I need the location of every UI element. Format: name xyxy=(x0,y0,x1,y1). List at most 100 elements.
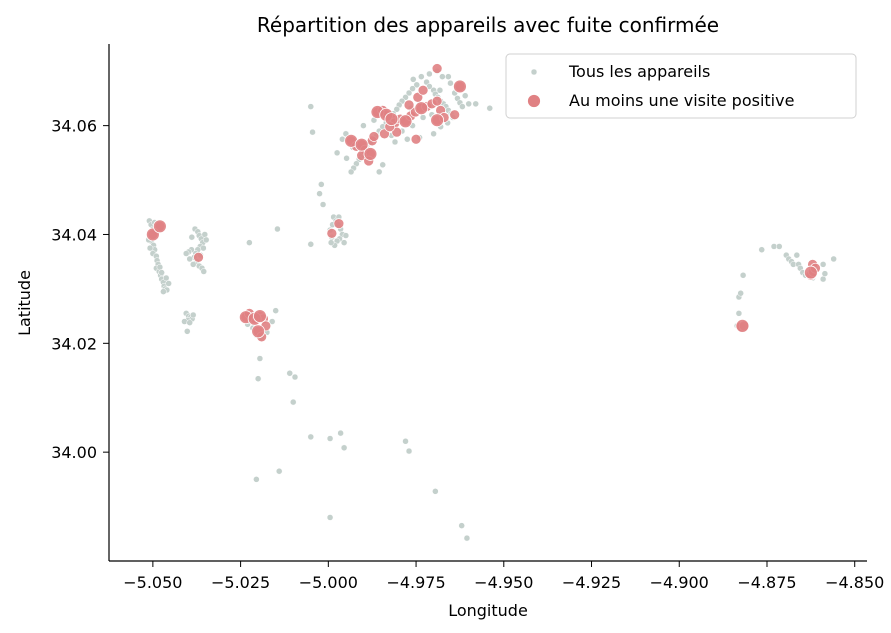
point-positive-visit xyxy=(449,109,461,121)
legend-label-all-devices: Tous les appareils xyxy=(568,62,710,81)
point-all-devices xyxy=(253,476,260,483)
y-tick-label: 34.00 xyxy=(51,443,97,462)
gray-points-group xyxy=(145,67,837,542)
y-tick-label: 34.04 xyxy=(51,225,97,244)
x-tick-label: −4.975 xyxy=(386,573,445,592)
point-all-devices xyxy=(461,92,469,99)
point-all-devices xyxy=(146,244,154,252)
point-all-devices xyxy=(274,225,281,233)
chart-title: Répartition des appareils avec fuite con… xyxy=(257,13,719,37)
point-all-devices xyxy=(309,128,316,136)
y-tick-label: 34.02 xyxy=(51,334,97,353)
y-axis-ticks: 34.00 34.02 34.04 34.06 xyxy=(51,117,109,462)
point-positive-visit-large xyxy=(152,219,167,234)
point-all-devices xyxy=(165,280,172,287)
point-all-devices xyxy=(200,268,207,275)
point-positive-visit-large xyxy=(398,114,413,129)
point-all-devices xyxy=(405,89,413,97)
point-all-devices xyxy=(426,70,433,78)
point-positive-visit-large xyxy=(251,324,266,339)
point-positive-visit-large xyxy=(354,137,369,152)
point-positive-visit-large xyxy=(363,147,378,161)
point-all-devices xyxy=(156,263,164,271)
point-positive-visit xyxy=(410,133,422,145)
x-axis-ticks: −5.050 −5.025 −5.000 −4.975 −4.950 −4.925 −4.9… xyxy=(123,561,884,592)
point-all-devices xyxy=(758,246,765,253)
point-all-devices xyxy=(379,161,386,169)
point-positive-visit-large xyxy=(430,113,445,128)
point-all-devices xyxy=(188,233,196,241)
point-all-devices xyxy=(465,100,472,108)
point-all-devices xyxy=(447,79,454,87)
point-all-devices xyxy=(307,103,315,110)
point-positive-visit xyxy=(417,84,429,96)
point-all-devices xyxy=(319,201,327,208)
point-all-devices xyxy=(340,444,348,452)
x-tick-label: −4.950 xyxy=(474,573,533,592)
point-all-devices xyxy=(436,87,444,94)
point-all-devices xyxy=(307,241,315,248)
point-all-devices xyxy=(375,168,383,176)
point-all-devices xyxy=(268,318,276,325)
point-all-devices xyxy=(337,429,344,437)
point-all-devices xyxy=(402,438,409,445)
point-all-devices xyxy=(430,130,437,138)
point-all-devices xyxy=(439,73,446,80)
point-all-devices xyxy=(404,135,411,143)
point-positive-visit-large xyxy=(735,318,750,333)
point-all-devices xyxy=(340,239,348,246)
point-positive-visit xyxy=(431,63,443,74)
point-positive-visit xyxy=(368,131,380,142)
point-positive-visit-large xyxy=(453,79,467,94)
point-all-devices xyxy=(327,239,335,246)
point-positive-visit-large xyxy=(252,309,267,324)
point-all-devices xyxy=(342,232,350,239)
point-all-devices xyxy=(463,534,471,542)
point-all-devices xyxy=(419,114,427,121)
point-all-devices xyxy=(272,307,279,314)
point-all-devices xyxy=(289,398,297,406)
point-all-devices xyxy=(202,236,210,244)
point-positive-visit xyxy=(193,251,204,263)
x-tick-label: −5.050 xyxy=(123,573,182,592)
point-all-devices xyxy=(201,231,209,238)
point-all-devices xyxy=(819,275,827,283)
point-positive-visit xyxy=(326,228,338,239)
point-positive-visit xyxy=(391,126,403,138)
point-all-devices xyxy=(189,311,197,319)
point-all-devices xyxy=(793,251,801,259)
legend-marker-all-devices xyxy=(530,68,538,76)
point-positive-visit xyxy=(431,95,443,107)
point-all-devices xyxy=(445,73,452,80)
point-all-devices xyxy=(739,272,747,279)
point-all-devices xyxy=(256,355,264,362)
point-positive-visit xyxy=(403,99,415,111)
x-tick-label: −4.850 xyxy=(825,573,884,592)
point-positive-visit xyxy=(333,218,345,229)
x-tick-label: −5.000 xyxy=(299,573,358,592)
point-all-devices xyxy=(254,375,262,382)
point-positive-visit-large xyxy=(803,265,818,280)
point-all-devices xyxy=(393,106,401,113)
point-all-devices xyxy=(819,261,827,268)
point-all-devices xyxy=(182,250,190,257)
x-tick-label: −4.900 xyxy=(650,573,709,592)
point-positive-visit-large xyxy=(384,112,399,126)
point-all-devices xyxy=(158,269,165,276)
point-all-devices xyxy=(776,243,783,250)
legend-marker-positive-visit xyxy=(527,94,541,108)
point-all-devices xyxy=(200,244,207,252)
point-all-devices xyxy=(432,488,439,495)
point-all-devices xyxy=(246,239,253,246)
point-all-devices xyxy=(405,447,413,455)
legend: Tous les appareils Au moins une visite p… xyxy=(505,53,857,119)
point-all-devices xyxy=(410,76,417,83)
red-points-group xyxy=(145,63,821,343)
point-all-devices xyxy=(316,190,323,197)
point-all-devices xyxy=(821,270,829,277)
point-all-devices xyxy=(186,255,193,263)
point-all-devices xyxy=(326,514,334,521)
x-tick-label: −4.925 xyxy=(562,573,621,592)
point-all-devices xyxy=(189,261,197,268)
